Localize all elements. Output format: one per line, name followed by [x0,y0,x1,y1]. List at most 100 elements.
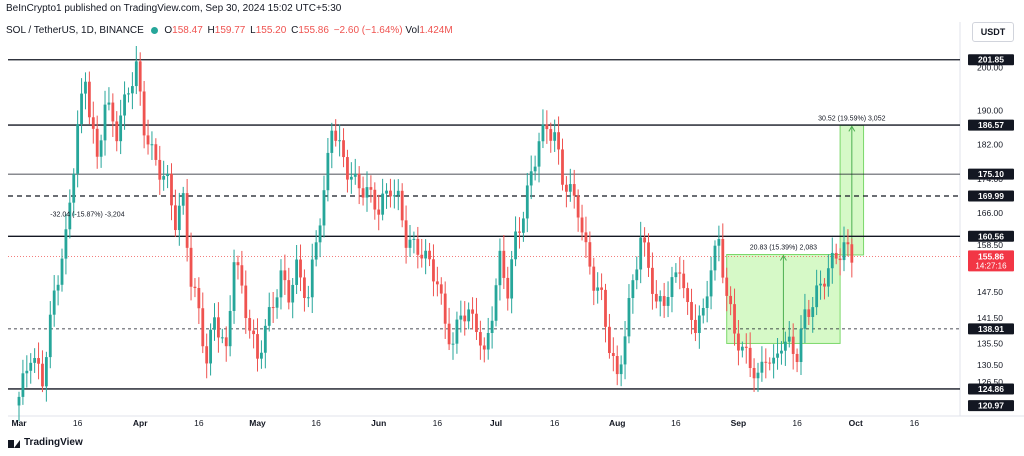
candle-body [740,346,744,351]
candle-body [795,353,799,363]
candle-body [64,229,68,259]
candle-body [318,225,322,243]
candle-body [752,367,756,379]
candle-body [494,285,498,321]
candle-body [471,309,474,314]
publish-info: BeInCrypto1 published on TradingView.com… [6,3,342,14]
level-label-120.97: 120.97 [978,401,1004,411]
candle-body [338,140,342,142]
candle-body [815,285,819,308]
candle-body [463,315,467,322]
candle-body [694,319,697,334]
candle-body [705,296,709,308]
candle-body [666,297,670,306]
candle-body [310,259,314,298]
candle-body [349,176,353,180]
y-tick-label: 135.50 [977,338,1003,348]
tradingview-brand: TradingView [8,437,83,448]
candle-body [596,287,600,291]
candle-body [572,184,576,196]
candle-body [772,357,776,364]
candle-body [346,157,349,180]
volume-value: 1.424M [419,25,453,36]
candle-body [428,250,431,260]
candle-body [37,358,40,364]
x-tick-label: Jul [490,418,502,428]
x-tick-label: Sep [731,418,747,428]
candle-body [150,144,154,146]
x-tick-label: 16 [311,418,321,428]
candle-body [287,280,291,303]
candle-body [623,336,627,365]
candle-body [392,195,396,197]
candle-body [615,356,619,375]
high-value: 159.77 [214,25,246,36]
y-tick-label: 200.00 [977,63,1003,73]
candle-body [580,217,584,233]
candle-body [842,242,846,261]
close-value: 155.86 [298,25,329,36]
candle-body [256,334,259,359]
candle-body [651,267,654,294]
candle-body [701,307,705,316]
candle-body [748,347,752,368]
candle-body [146,135,150,145]
candle-body [267,307,271,326]
level-label-138.91: 138.91 [978,324,1004,334]
level-label-160.56-bg [968,230,1014,242]
measure-label-1: 20.83 (15.39%) 2,083 [750,245,817,252]
candle-body [467,309,471,322]
x-tick-label: Aug [609,418,626,428]
level-label-186.57-bg [968,119,1014,131]
currency-selector[interactable]: USDT [972,22,1014,42]
candle-body [193,286,197,289]
candle-body [232,262,236,311]
candle-body [697,315,701,334]
x-tick-label: 16 [550,418,560,428]
candle-body [381,193,385,215]
candle-body [201,308,205,347]
candle-body [713,245,717,271]
candle-body [819,283,822,286]
candle-body [217,317,220,338]
candle-body [670,277,674,298]
candle-body [134,61,138,87]
candle-body [733,304,736,334]
candle-body [271,307,275,309]
x-tick-label: Oct [849,418,863,428]
candle-body [224,337,228,347]
candle-body [103,104,107,141]
x-tick-label: 16 [433,418,443,428]
candle-body [498,250,502,286]
candle-body [783,341,787,351]
x-tick-label: 16 [792,418,802,428]
candle-body [631,280,635,299]
candle-body [686,288,690,303]
candle-body [127,93,130,95]
candle-body [213,317,216,330]
level-label-160.56: 160.56 [978,231,1004,241]
candle-body [455,319,459,344]
low-value: 155.20 [255,25,287,36]
candle-body [608,326,611,354]
candle-body [48,314,52,358]
candle-body [25,370,29,374]
candle-body [205,346,209,364]
candle-body [326,152,330,191]
candle-body [545,124,549,130]
candle-body [72,173,76,203]
candle-body [834,252,838,259]
candle-body [725,277,729,296]
x-tick-label: Apr [133,418,148,428]
candle-body [299,259,302,278]
current-price-tag-bg [968,250,1014,272]
candle-body [592,266,596,291]
candle-body [240,265,244,286]
candle-body [107,102,111,105]
candle-body [619,364,623,375]
candle-body [248,318,252,331]
candle-body [279,270,283,298]
candle-body [52,290,56,315]
symbol-pair[interactable]: SOL / TetherUS, 1D, BINANCE [6,25,144,36]
